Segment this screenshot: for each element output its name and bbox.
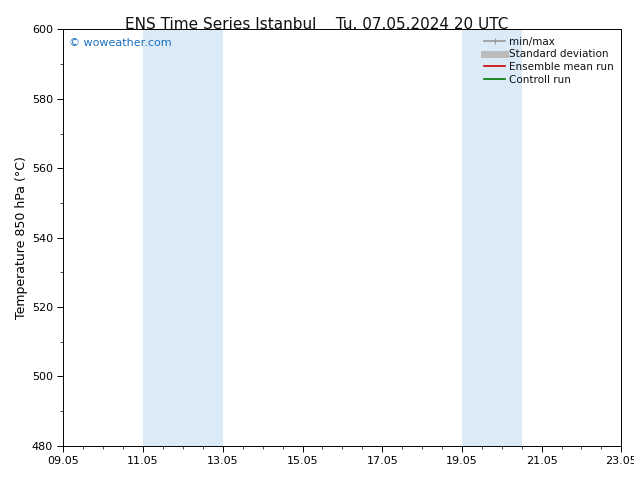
- Bar: [143, 29, 223, 446]
- Bar: [462, 29, 522, 446]
- Text: ENS Time Series Istanbul    Tu. 07.05.2024 20 UTC: ENS Time Series Istanbul Tu. 07.05.2024 …: [126, 17, 508, 32]
- Text: © woweather.com: © woweather.com: [69, 38, 172, 48]
- Legend: min/max, Standard deviation, Ensemble mean run, Controll run: min/max, Standard deviation, Ensemble me…: [482, 35, 616, 87]
- Y-axis label: Temperature 850 hPa (°C): Temperature 850 hPa (°C): [15, 156, 27, 319]
